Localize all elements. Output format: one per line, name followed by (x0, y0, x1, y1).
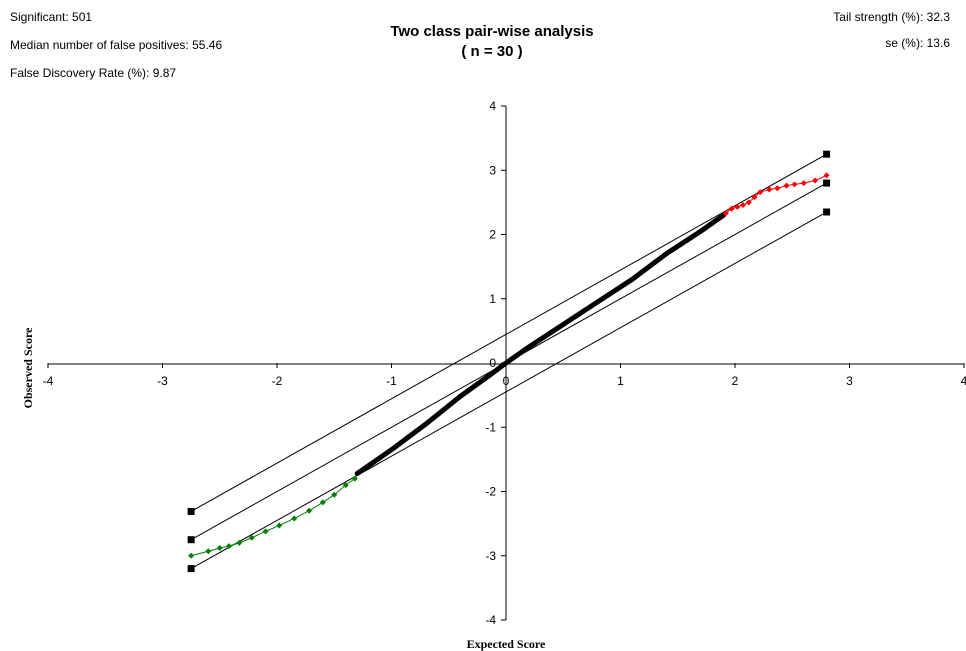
data-series (188, 172, 830, 559)
reference-endpoint-marker (187, 507, 195, 515)
series-significant-down-point (276, 522, 283, 529)
chart-subtitle: ( n = 30 ) (461, 43, 523, 60)
x-tick-label: -2 (272, 374, 283, 388)
series-significant-up-point (722, 210, 729, 217)
series-significant-up-point (783, 182, 790, 189)
y-tick-label: 2 (489, 228, 496, 242)
series-significant-up-point (740, 201, 747, 208)
y-tick-label: 4 (489, 99, 496, 113)
tick-marks: -4 -3 -2 -1 0 1 2 3 4 4 3 2 1 0 -1 -2 -3 -4 (43, 99, 966, 627)
series-significant-up-point (745, 199, 752, 206)
y-tick-label: -2 (485, 485, 496, 499)
series-significant-up-point (823, 172, 830, 179)
series-significant-up-point (774, 185, 781, 192)
series-significant-up-point (751, 194, 758, 201)
chart-title: Two class pair-wise analysis (390, 23, 594, 40)
series-significant-down-point (236, 539, 243, 546)
y-tick-label: 3 (489, 163, 496, 177)
series-significant-down-point (188, 552, 195, 559)
reference-endpoint-marker (187, 536, 195, 544)
false-discovery-rate: False Discovery Rate (%): 9.87 (10, 66, 177, 80)
significant-count: Significant: 501 (10, 10, 93, 24)
series-significant-up-point (800, 180, 807, 187)
reference-line-upper (190, 153, 827, 512)
series-significant-up-point (791, 181, 798, 188)
y-tick-label: -1 (485, 420, 496, 434)
y-tick-label: 0 (489, 356, 496, 370)
series-significant-up-point (812, 177, 819, 184)
reference-markers (187, 150, 831, 573)
x-tick-label: 1 (617, 374, 624, 388)
series-significant-down-point (262, 528, 269, 535)
x-tick-label: -4 (43, 374, 54, 388)
x-tick-label: 0 (503, 374, 510, 388)
x-tick-label: 4 (961, 374, 966, 388)
reference-endpoint-marker (823, 208, 831, 216)
x-tick-label: -3 (157, 374, 168, 388)
series-significant-down-point (351, 475, 358, 482)
x-tick-label: -1 (386, 374, 397, 388)
series-significant-down-point (319, 499, 326, 506)
median-false-positives: Median number of false positives: 55.46 (10, 38, 223, 52)
x-tick-label: 2 (732, 374, 739, 388)
series-nonsignificant-line (354, 212, 727, 477)
series-significant-up-point (757, 189, 764, 196)
reference-endpoint-marker (823, 150, 831, 158)
x-tick-label: 3 (846, 374, 853, 388)
reference-line-lower (190, 211, 827, 570)
reference-endpoint-marker (187, 565, 195, 573)
series-significant-down-point (248, 534, 255, 541)
series-significant-up-point (734, 203, 741, 210)
y-tick-label: 1 (489, 292, 496, 306)
standard-error: se (%): 13.6 (885, 36, 950, 50)
series-significant-down-point (342, 482, 349, 489)
series-significant-up-point (766, 186, 773, 193)
y-tick-label: -4 (485, 613, 496, 627)
tail-strength: Tail strength (%): 32.3 (833, 10, 950, 24)
y-axis-label: Observed Score (21, 327, 35, 408)
x-axis-label: Expected Score (467, 637, 546, 651)
series-significant-down-point (216, 545, 223, 552)
series-significant-down-point (306, 507, 313, 514)
series-significant-down-point (331, 491, 338, 498)
series-significant-down-point (205, 548, 212, 555)
y-tick-label: -3 (485, 549, 496, 563)
reference-endpoint-marker (823, 179, 831, 187)
series-significant-down-point (225, 543, 232, 550)
series-significant-down-point (291, 515, 298, 522)
series-significant-up-line (725, 174, 828, 214)
series-significant-up-point (728, 205, 735, 212)
